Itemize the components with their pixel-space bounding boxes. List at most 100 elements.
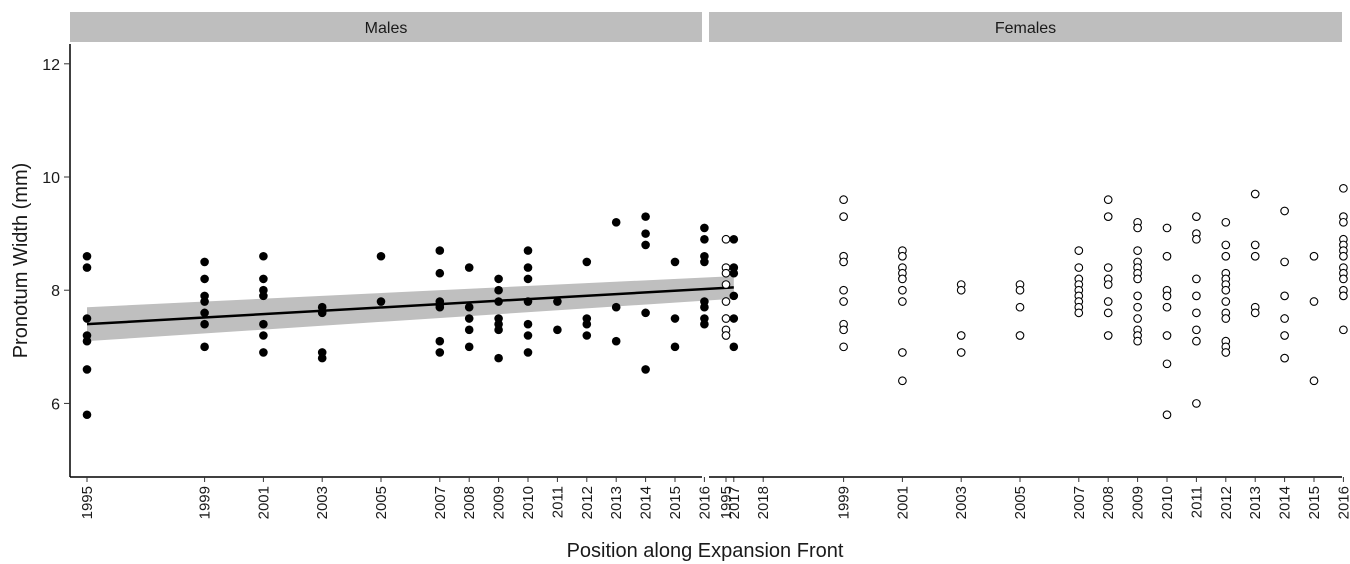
data-point — [1103, 280, 1113, 289]
data-point — [523, 297, 533, 306]
data-point — [956, 348, 966, 357]
data-point — [435, 348, 445, 357]
data-point — [839, 297, 848, 306]
data-point — [200, 297, 209, 306]
data-point — [729, 342, 739, 352]
data-point — [523, 274, 533, 284]
data-point — [259, 251, 268, 261]
data-point — [1309, 297, 1319, 306]
data-point — [839, 257, 848, 267]
y-tick-label: 12 — [42, 57, 60, 74]
data-point — [1133, 274, 1142, 284]
data-point — [1015, 302, 1025, 312]
data-point — [1162, 223, 1172, 233]
data-point — [82, 410, 92, 420]
data-point — [435, 246, 445, 255]
x-tick-label: 2013 — [608, 486, 625, 519]
data-point — [1074, 246, 1084, 255]
data-point — [700, 234, 709, 244]
panel-females: Females 1995 1999 2001 2003 2005 2007 2008 2009 2… — [709, 12, 1350, 519]
data-point — [1074, 308, 1084, 318]
data-point — [1192, 234, 1201, 244]
data-point — [435, 336, 445, 346]
data-point — [721, 297, 731, 306]
data-point — [553, 297, 562, 306]
x-tick-label: 1999 — [836, 486, 853, 519]
data-point — [494, 285, 503, 295]
x-tick-label: 2007 — [1071, 486, 1088, 519]
data-point — [1309, 251, 1319, 261]
x-tick-label: 2010 — [1159, 486, 1176, 519]
facet-strip — [709, 12, 1342, 42]
data-point — [729, 234, 739, 244]
data-point — [641, 240, 650, 250]
data-point — [700, 257, 709, 267]
data-point — [1074, 263, 1084, 272]
trend-line — [86, 286, 734, 326]
data-point — [523, 348, 533, 357]
data-point — [1103, 195, 1113, 205]
data-point — [1192, 325, 1201, 335]
data-point — [670, 257, 680, 267]
data-point — [670, 342, 680, 352]
data-point — [721, 331, 731, 340]
data-point — [839, 285, 848, 295]
data-point — [1250, 308, 1260, 318]
x-tick-label: 2015 — [1306, 486, 1323, 519]
data-point — [200, 274, 209, 284]
data-point — [1103, 308, 1113, 318]
data-point — [611, 336, 621, 346]
data-point — [1221, 297, 1231, 306]
data-point — [200, 308, 209, 318]
data-point — [1339, 217, 1348, 227]
x-tick-label: 2010 — [520, 486, 537, 519]
data-point — [898, 274, 907, 284]
data-point — [1192, 399, 1201, 408]
data-point — [1221, 314, 1231, 323]
data-point — [839, 342, 848, 352]
data-point — [1280, 353, 1289, 363]
data-point — [582, 319, 592, 329]
data-point — [1280, 206, 1289, 216]
data-point — [956, 285, 966, 295]
data-point — [1280, 257, 1289, 267]
x-tick-label: 2009 — [491, 486, 508, 519]
data-point — [1133, 314, 1142, 323]
data-point — [956, 331, 966, 340]
data-point — [1162, 359, 1172, 369]
data-point — [729, 291, 739, 301]
data-point — [259, 291, 268, 301]
y-axis-title: Pronotum Width (mm) — [10, 163, 32, 359]
data-point — [1162, 302, 1172, 312]
data-point — [1250, 240, 1260, 250]
data-point — [1103, 263, 1113, 272]
x-tick-label: 2001 — [255, 486, 272, 519]
data-point — [1280, 291, 1289, 301]
panel-males: Males 1995 1999 2001 2003 2005 2007 2008 2009 201… — [69, 12, 772, 519]
x-tick-label: 2016 — [1335, 486, 1350, 519]
data-point — [700, 302, 709, 312]
data-point — [376, 251, 386, 261]
x-tick-label: 2003 — [953, 486, 970, 519]
data-point — [1280, 331, 1289, 340]
data-point — [259, 274, 268, 284]
x-tick-label: 2005 — [1012, 486, 1029, 519]
data-point — [1015, 331, 1025, 340]
data-point — [1221, 217, 1231, 227]
data-point — [1162, 251, 1172, 261]
y-tick-label: 8 — [51, 283, 60, 300]
data-point — [464, 325, 474, 335]
data-point — [1221, 348, 1231, 357]
x-tick-label: 2015 — [667, 486, 684, 519]
data-point — [317, 308, 327, 318]
data-point — [259, 331, 268, 340]
data-point — [641, 212, 650, 221]
data-point — [700, 223, 709, 233]
data-point — [1221, 240, 1231, 250]
data-point — [1133, 246, 1142, 255]
data-point — [670, 314, 680, 323]
data-point — [464, 302, 474, 312]
data-point — [1339, 325, 1348, 335]
data-point — [494, 325, 503, 335]
